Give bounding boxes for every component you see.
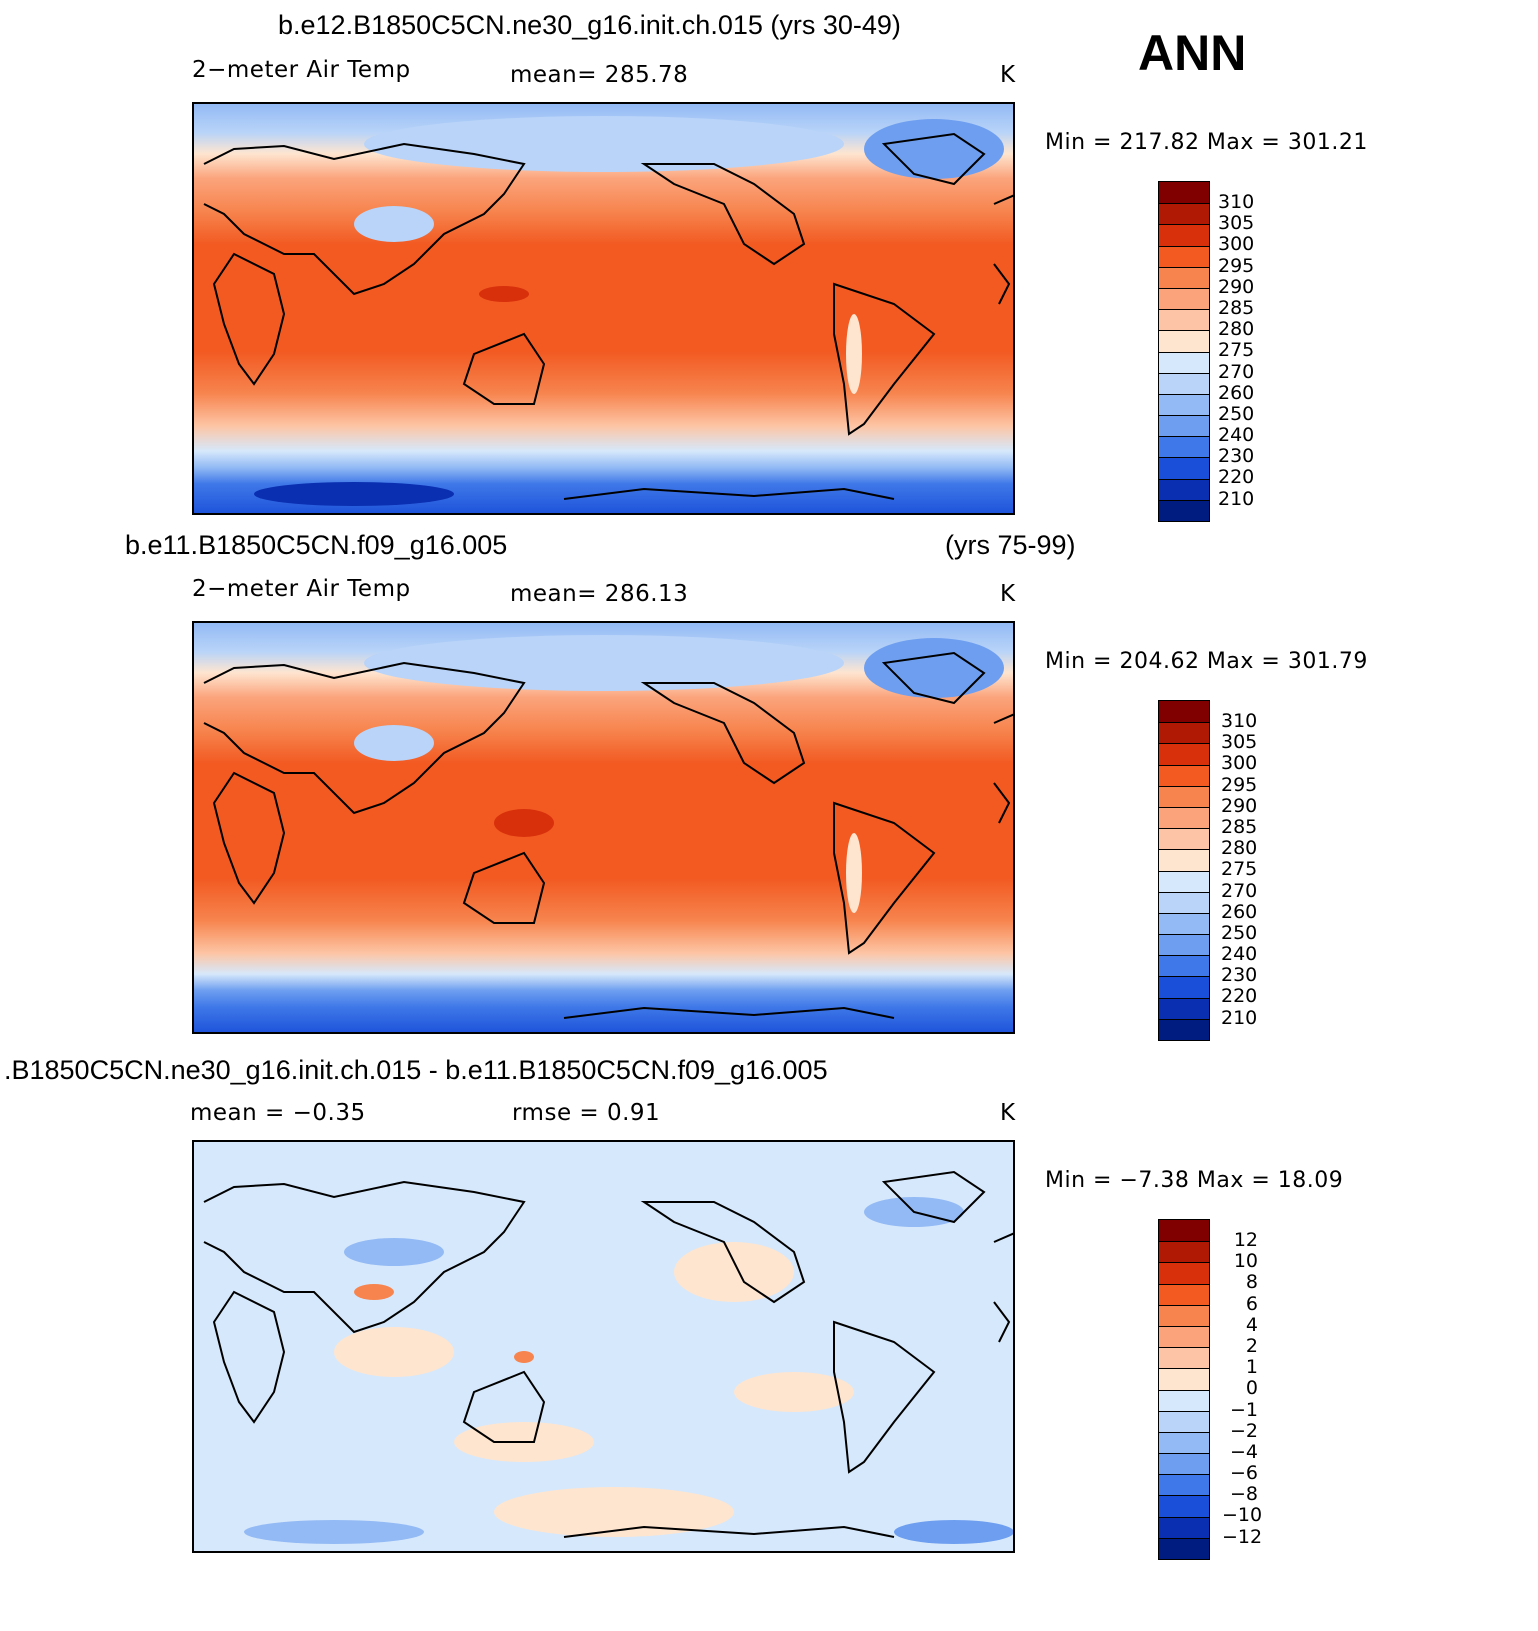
panel-1-colorbar xyxy=(1158,181,1210,522)
colorbar-label: −6 xyxy=(1229,1462,1258,1485)
panel-3-title: .B1850C5CN.ne30_g16.init.ch.015 - b.e11.… xyxy=(4,1055,828,1085)
colorbar-label: 305 xyxy=(1218,212,1255,235)
colorbar-label: 305 xyxy=(1221,731,1258,754)
panel-3-colorbar-labels: 12 10 8 6 4 2 1 0 −1 −2 −4 −6 −8 −10 −12 xyxy=(1222,1229,1263,1548)
colorbar-label: 285 xyxy=(1218,296,1255,319)
colorbar-label: 240 xyxy=(1221,943,1258,966)
colorbar-label: 4 xyxy=(1245,1313,1258,1336)
colorbar-label: 6 xyxy=(1245,1292,1258,1315)
colorbar-label: 2 xyxy=(1245,1334,1258,1357)
colorbar-label: 300 xyxy=(1221,752,1258,775)
colorbar-label: 230 xyxy=(1221,964,1258,987)
colorbar-label: 250 xyxy=(1221,921,1258,944)
colorbar-label: 290 xyxy=(1221,794,1258,817)
colorbar-label: 310 xyxy=(1218,191,1255,213)
colorbar-label: 280 xyxy=(1221,837,1258,860)
panel-1-minmax: Min = 217.82 Max = 301.21 xyxy=(1045,130,1368,155)
panel-1-map xyxy=(192,102,1015,515)
colorbar-label: 300 xyxy=(1218,233,1255,256)
panel-2-mean: mean= 286.13 xyxy=(510,581,689,607)
panel-1-title: b.e12.B1850C5CN.ne30_g16.init.ch.015 (yr… xyxy=(278,10,901,40)
colorbar-label: 1 xyxy=(1245,1356,1258,1379)
colorbar-label: 8 xyxy=(1245,1271,1258,1294)
panel-3-rmse: rmse = 0.91 xyxy=(512,1100,661,1126)
colorbar-label: −1 xyxy=(1229,1398,1258,1421)
panel-2-map xyxy=(192,621,1015,1034)
colorbar-label: 295 xyxy=(1221,773,1258,796)
colorbar-label: −8 xyxy=(1229,1483,1258,1506)
colorbar-label: 285 xyxy=(1221,815,1258,838)
panel-1-mean: mean= 285.78 xyxy=(510,62,689,88)
colorbar-label: 210 xyxy=(1218,487,1255,510)
panel-1-colorbar-labels: 310 305 300 295 290 285 280 275 270 260 … xyxy=(1218,191,1255,510)
colorbar-label: 230 xyxy=(1218,445,1255,468)
colorbar-label: 220 xyxy=(1218,466,1255,489)
colorbar-label: 295 xyxy=(1218,254,1255,277)
colorbar-label: 280 xyxy=(1218,318,1255,341)
colorbar-label: −2 xyxy=(1229,1419,1258,1442)
colorbar-label: 210 xyxy=(1221,1006,1258,1029)
colorbar-label: 250 xyxy=(1218,402,1255,425)
colorbar-label: 290 xyxy=(1218,275,1255,298)
colorbar-label: 10 xyxy=(1233,1250,1258,1273)
colorbar-label: −4 xyxy=(1229,1440,1258,1463)
colorbar-label: 240 xyxy=(1218,424,1255,447)
colorbar-label: 260 xyxy=(1221,900,1258,923)
panel-2-units: K xyxy=(1000,581,1016,607)
colorbar-label: 275 xyxy=(1221,858,1258,881)
panel-2-minmax: Min = 204.62 Max = 301.79 xyxy=(1045,649,1368,674)
panel-2-colorbar-labels: 310 305 300 295 290 285 280 275 270 260 … xyxy=(1221,710,1258,1029)
panel-2-colorbar xyxy=(1158,700,1210,1041)
colorbar-label: 260 xyxy=(1218,381,1255,404)
panel-3-minmax: Min = −7.38 Max = 18.09 xyxy=(1045,1168,1344,1193)
panel-3-map xyxy=(192,1140,1015,1553)
panel-2-years: (yrs 75-99) xyxy=(945,530,1076,560)
colorbar-label: −12 xyxy=(1222,1525,1263,1548)
colorbar-label: 275 xyxy=(1218,339,1255,362)
colorbar-label: 220 xyxy=(1221,985,1258,1008)
panel-2-title: b.e11.B1850C5CN.f09_g16.005 xyxy=(125,530,508,560)
panel-1-units: K xyxy=(1000,62,1016,88)
panel-3-colorbar xyxy=(1158,1219,1210,1560)
colorbar-label: 310 xyxy=(1221,710,1258,732)
colorbar-label: 0 xyxy=(1245,1377,1258,1400)
panel-1-variable: 2−meter Air Temp xyxy=(192,57,411,83)
season-label: ANN xyxy=(1138,25,1247,81)
colorbar-label: 270 xyxy=(1218,360,1255,383)
panel-2-variable: 2−meter Air Temp xyxy=(192,576,411,602)
colorbar-label: −10 xyxy=(1222,1504,1263,1527)
panel-3-units: K xyxy=(1000,1100,1016,1126)
colorbar-label: 12 xyxy=(1233,1229,1258,1251)
panel-3-mean: mean = −0.35 xyxy=(190,1100,366,1126)
colorbar-label: 270 xyxy=(1221,879,1258,902)
